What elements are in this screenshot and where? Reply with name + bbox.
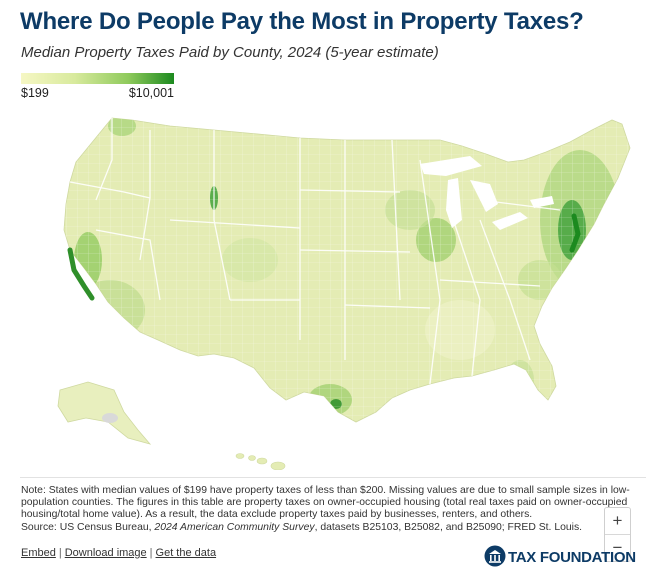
brand-name: TAX FOUNDATION [508, 549, 636, 566]
footer-links: Embed | Download image | Get the data [21, 547, 217, 559]
county-map-svg[interactable] [0, 100, 666, 470]
legend-color-scale [21, 73, 174, 84]
page-title: Where Do People Pay the Most in Property… [20, 8, 584, 35]
footnote: Note: States with median values of $199 … [21, 485, 645, 534]
source-line: Source: US Census Bureau, 2024 American … [21, 522, 645, 534]
alaska-land [57, 381, 152, 445]
county-map[interactable]: + − [0, 100, 666, 562]
california-coast-high [67, 247, 95, 301]
embed-link[interactable]: Embed [21, 547, 56, 559]
source-title: 2024 American Community Survey [154, 521, 315, 533]
zoom-in-button[interactable]: + [605, 508, 630, 534]
page-subtitle: Median Property Taxes Paid by County, 20… [21, 44, 439, 61]
state-borders [69, 118, 561, 385]
source-prefix: Source: US Census Bureau, [21, 521, 155, 533]
legend-min-label: $199 [21, 86, 49, 100]
tax-foundation-seal-icon [484, 545, 506, 567]
footer-divider [20, 477, 646, 478]
note-text: Note: States with median values of $199 … [21, 485, 630, 521]
get-data-link[interactable]: Get the data [155, 547, 217, 559]
alaska-missing-values [102, 413, 118, 423]
legend-max-label: $10,001 [128, 86, 174, 100]
legend: $199 $10,001 [21, 73, 174, 102]
source-suffix: , datasets B25103, B25082, and B25090; F… [314, 521, 583, 533]
hawaii-land [235, 453, 286, 470]
new-jersey-high [569, 213, 581, 253]
zoom-out-button[interactable]: − [605, 535, 630, 561]
download-image-link[interactable]: Download image [64, 547, 147, 559]
zoom-controls: + − [604, 507, 631, 562]
great-lakes [420, 156, 554, 230]
